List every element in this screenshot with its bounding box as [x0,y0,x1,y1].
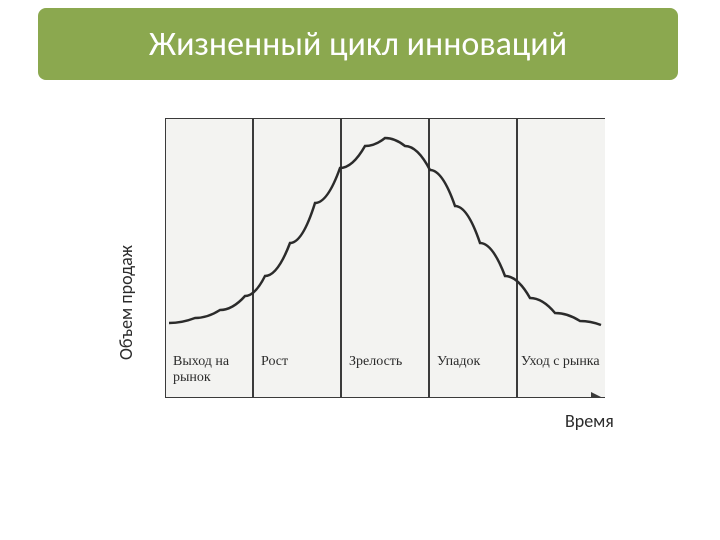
plot-area: Выход нарынок Рост Зрелость Упадок Уход с ры… [165,118,605,398]
x-axis-label: Время [565,410,614,432]
phase-label: Выход нарынок [173,354,229,386]
lifecycle-curve [169,138,601,325]
y-axis-label: Объем продаж [115,245,137,360]
title-band: Жизненный цикл инноваций [38,8,678,80]
phase-label: Рост [261,354,288,370]
phase-label: Зрелость [349,354,402,370]
slide-title: Жизненный цикл инноваций [149,24,567,65]
phase-label: Уход с рынка [521,354,600,370]
chart-area: Объем продаж Выход нарынокРостЗрелостьУп… [125,110,605,430]
x-axis-arrow [591,392,603,398]
phase-label: Упадок [437,354,480,370]
